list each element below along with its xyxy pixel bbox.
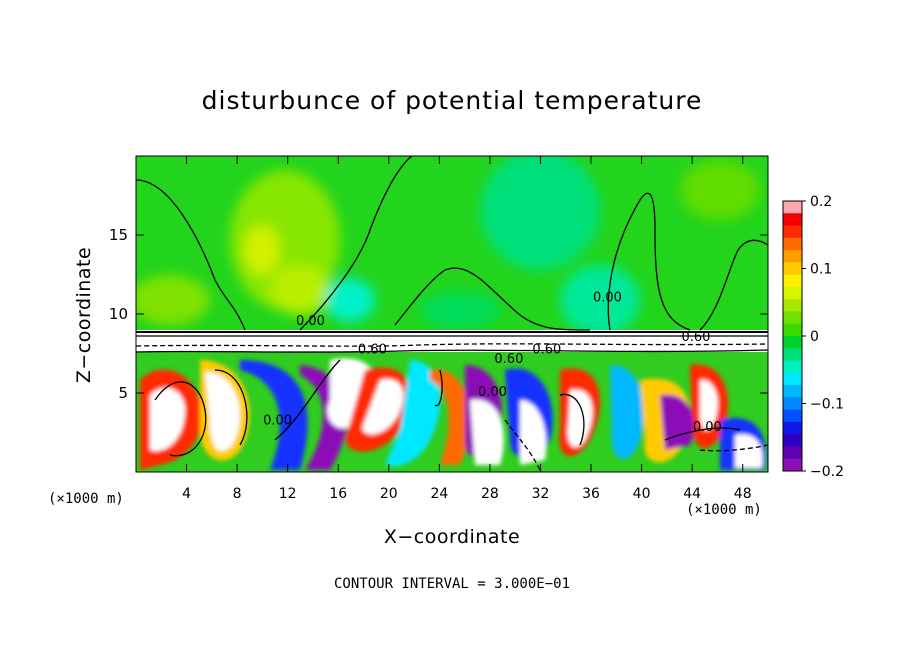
y-tick-label: 15 [109,226,128,244]
field-blob [270,265,330,315]
x-tick-label: 44 [683,486,701,502]
contour-line [274,359,341,441]
contour-lines [136,156,768,471]
field-blob [244,225,280,275]
contour-line [699,239,768,331]
contour-line [699,444,768,452]
colorbar-tick-label: 0.1 [810,262,832,278]
colorbar-tick-label: −0.2 [810,464,844,480]
contour-label: 0.60 [681,330,710,345]
colorbar-swatch [783,323,802,337]
colorbar-swatch [783,250,802,263]
temperature-field [136,156,768,472]
x-tick-label: 12 [279,486,297,502]
colorbar-swatch [783,397,802,411]
colorbar-swatch [783,311,802,325]
x-tick-label: 16 [329,486,347,502]
colorbar-swatch [783,385,802,398]
field-swirl [700,379,718,431]
contour-line [154,381,207,457]
contour-line [607,192,691,331]
field-swirl [470,399,504,465]
colorbar-ticks: 0.2 0.1 0 −0.1 −0.2 [802,194,844,480]
contour-label: 0.00 [693,420,722,435]
x-tick-label: 28 [481,486,499,502]
colorbar-swatch [783,434,802,447]
colorbar-swatch [783,348,802,362]
contour-line [136,349,768,353]
field-swirl [240,360,308,470]
x-axis-label: X−coordinate [383,526,521,548]
contour-label: 0.60 [358,343,387,358]
field-blob [136,275,210,325]
field-swirl [205,372,240,451]
contour-line [136,343,768,347]
contour-line [559,393,585,446]
field-swirl [567,389,593,448]
contour-line [434,369,443,407]
field-swirl [610,365,644,459]
contour-interval-note: CONTOUR INTERVAL = 3.000E−01 [333,576,571,592]
x-tick-label: 8 [233,486,242,502]
contour-line [394,267,591,331]
colorbar [782,200,803,472]
colorbar-swatch [783,336,802,349]
y-tick-label: 5 [118,384,128,402]
x-tick-label: 48 [734,486,752,502]
contour-label: 0.60 [494,352,523,367]
x-tick-label: 32 [532,486,550,502]
colorbar-swatch [783,274,802,288]
contour-line [214,369,248,446]
contour-label: 0.00 [478,385,507,400]
field-swirl [150,387,185,451]
x-axis-ticks: 4 8 12 16 20 24 28 32 36 40 44 48 [182,156,752,502]
colorbar-tick-label: −0.1 [810,397,844,413]
y-axis-ticks: 5 10 15 [109,226,768,402]
contour-label: 0.00 [263,414,292,429]
field-blob [480,156,600,270]
field-inversion [136,330,768,352]
colorbar-swatch [783,458,802,472]
field-swirl [385,360,441,467]
x-tick-label: 24 [430,486,448,502]
colorbar-tick-label: 0 [810,329,819,345]
field-swirl [430,369,470,465]
x-tick-label: 36 [582,486,600,502]
field-blob [325,278,375,322]
colorbar-swatch [783,213,802,227]
contour-line [664,427,741,441]
contour-label: 0.60 [532,343,561,358]
x-unit-label-right: (×1000 m) [686,502,762,518]
colorbar-tick-label: 0.2 [810,194,832,210]
field-swirl [362,379,404,435]
contour-line [299,156,413,331]
colorbar-swatch [783,262,802,276]
y-tick-label: 10 [109,305,128,323]
x-tick-label: 20 [380,486,398,502]
x-unit-label-left: (×1000 m) [48,491,124,507]
x-tick-label: 4 [182,486,191,502]
contour-label: 0.00 [593,290,622,305]
colorbar-swatch [783,421,802,435]
colorbar-swatch [783,286,802,300]
field-swirl [660,394,694,450]
colorbar-swatch [783,225,802,239]
colorbar-swatch [783,237,802,251]
colorbar-swatch [783,201,802,214]
contour-label: 0.00 [296,314,325,329]
contour-labels: 0.00 0.60 0.60 0.60 0.00 0.00 0.00 0.00 0.60 [263,290,722,435]
field-blob [560,265,640,335]
colorbar-swatch [783,360,802,374]
chart-title: disturbunce of potential temperature [201,86,703,115]
colorbar-swatch [783,409,802,423]
field-blob [420,292,500,328]
x-tick-label: 40 [633,486,651,502]
colorbar-swatch [783,446,802,460]
field-swirl [735,434,763,468]
contour-line [136,179,246,331]
field-blob [680,160,760,220]
colorbar-swatch [783,299,802,312]
colorbar-swatch [783,372,802,386]
